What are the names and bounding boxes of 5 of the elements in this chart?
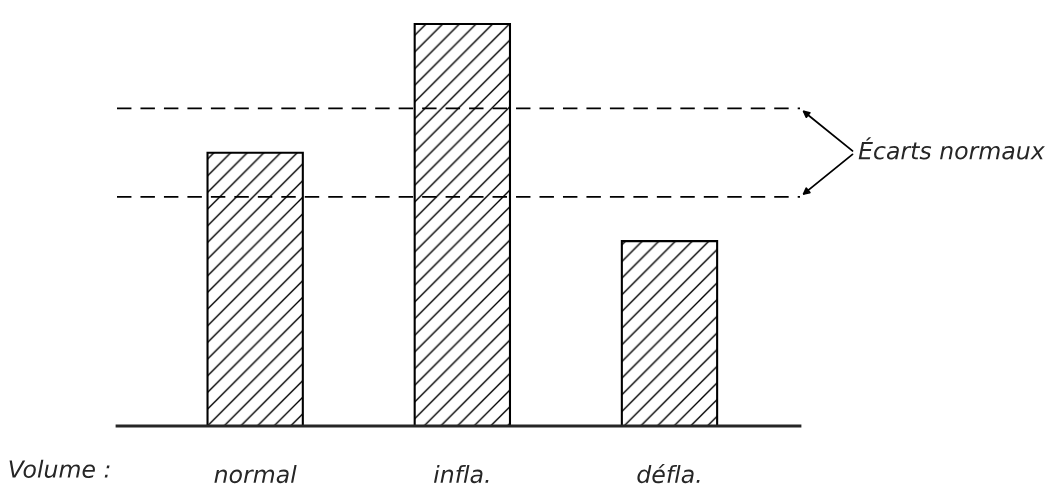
- text: Écarts normaux: [858, 137, 1045, 160]
- x-axis-title: Volume :: [9, 459, 110, 478]
- x-tick-label: infla.: [433, 464, 489, 484]
- x-tick-label: défla.: [637, 463, 700, 484]
- x-tick-label: normal: [214, 464, 297, 484]
